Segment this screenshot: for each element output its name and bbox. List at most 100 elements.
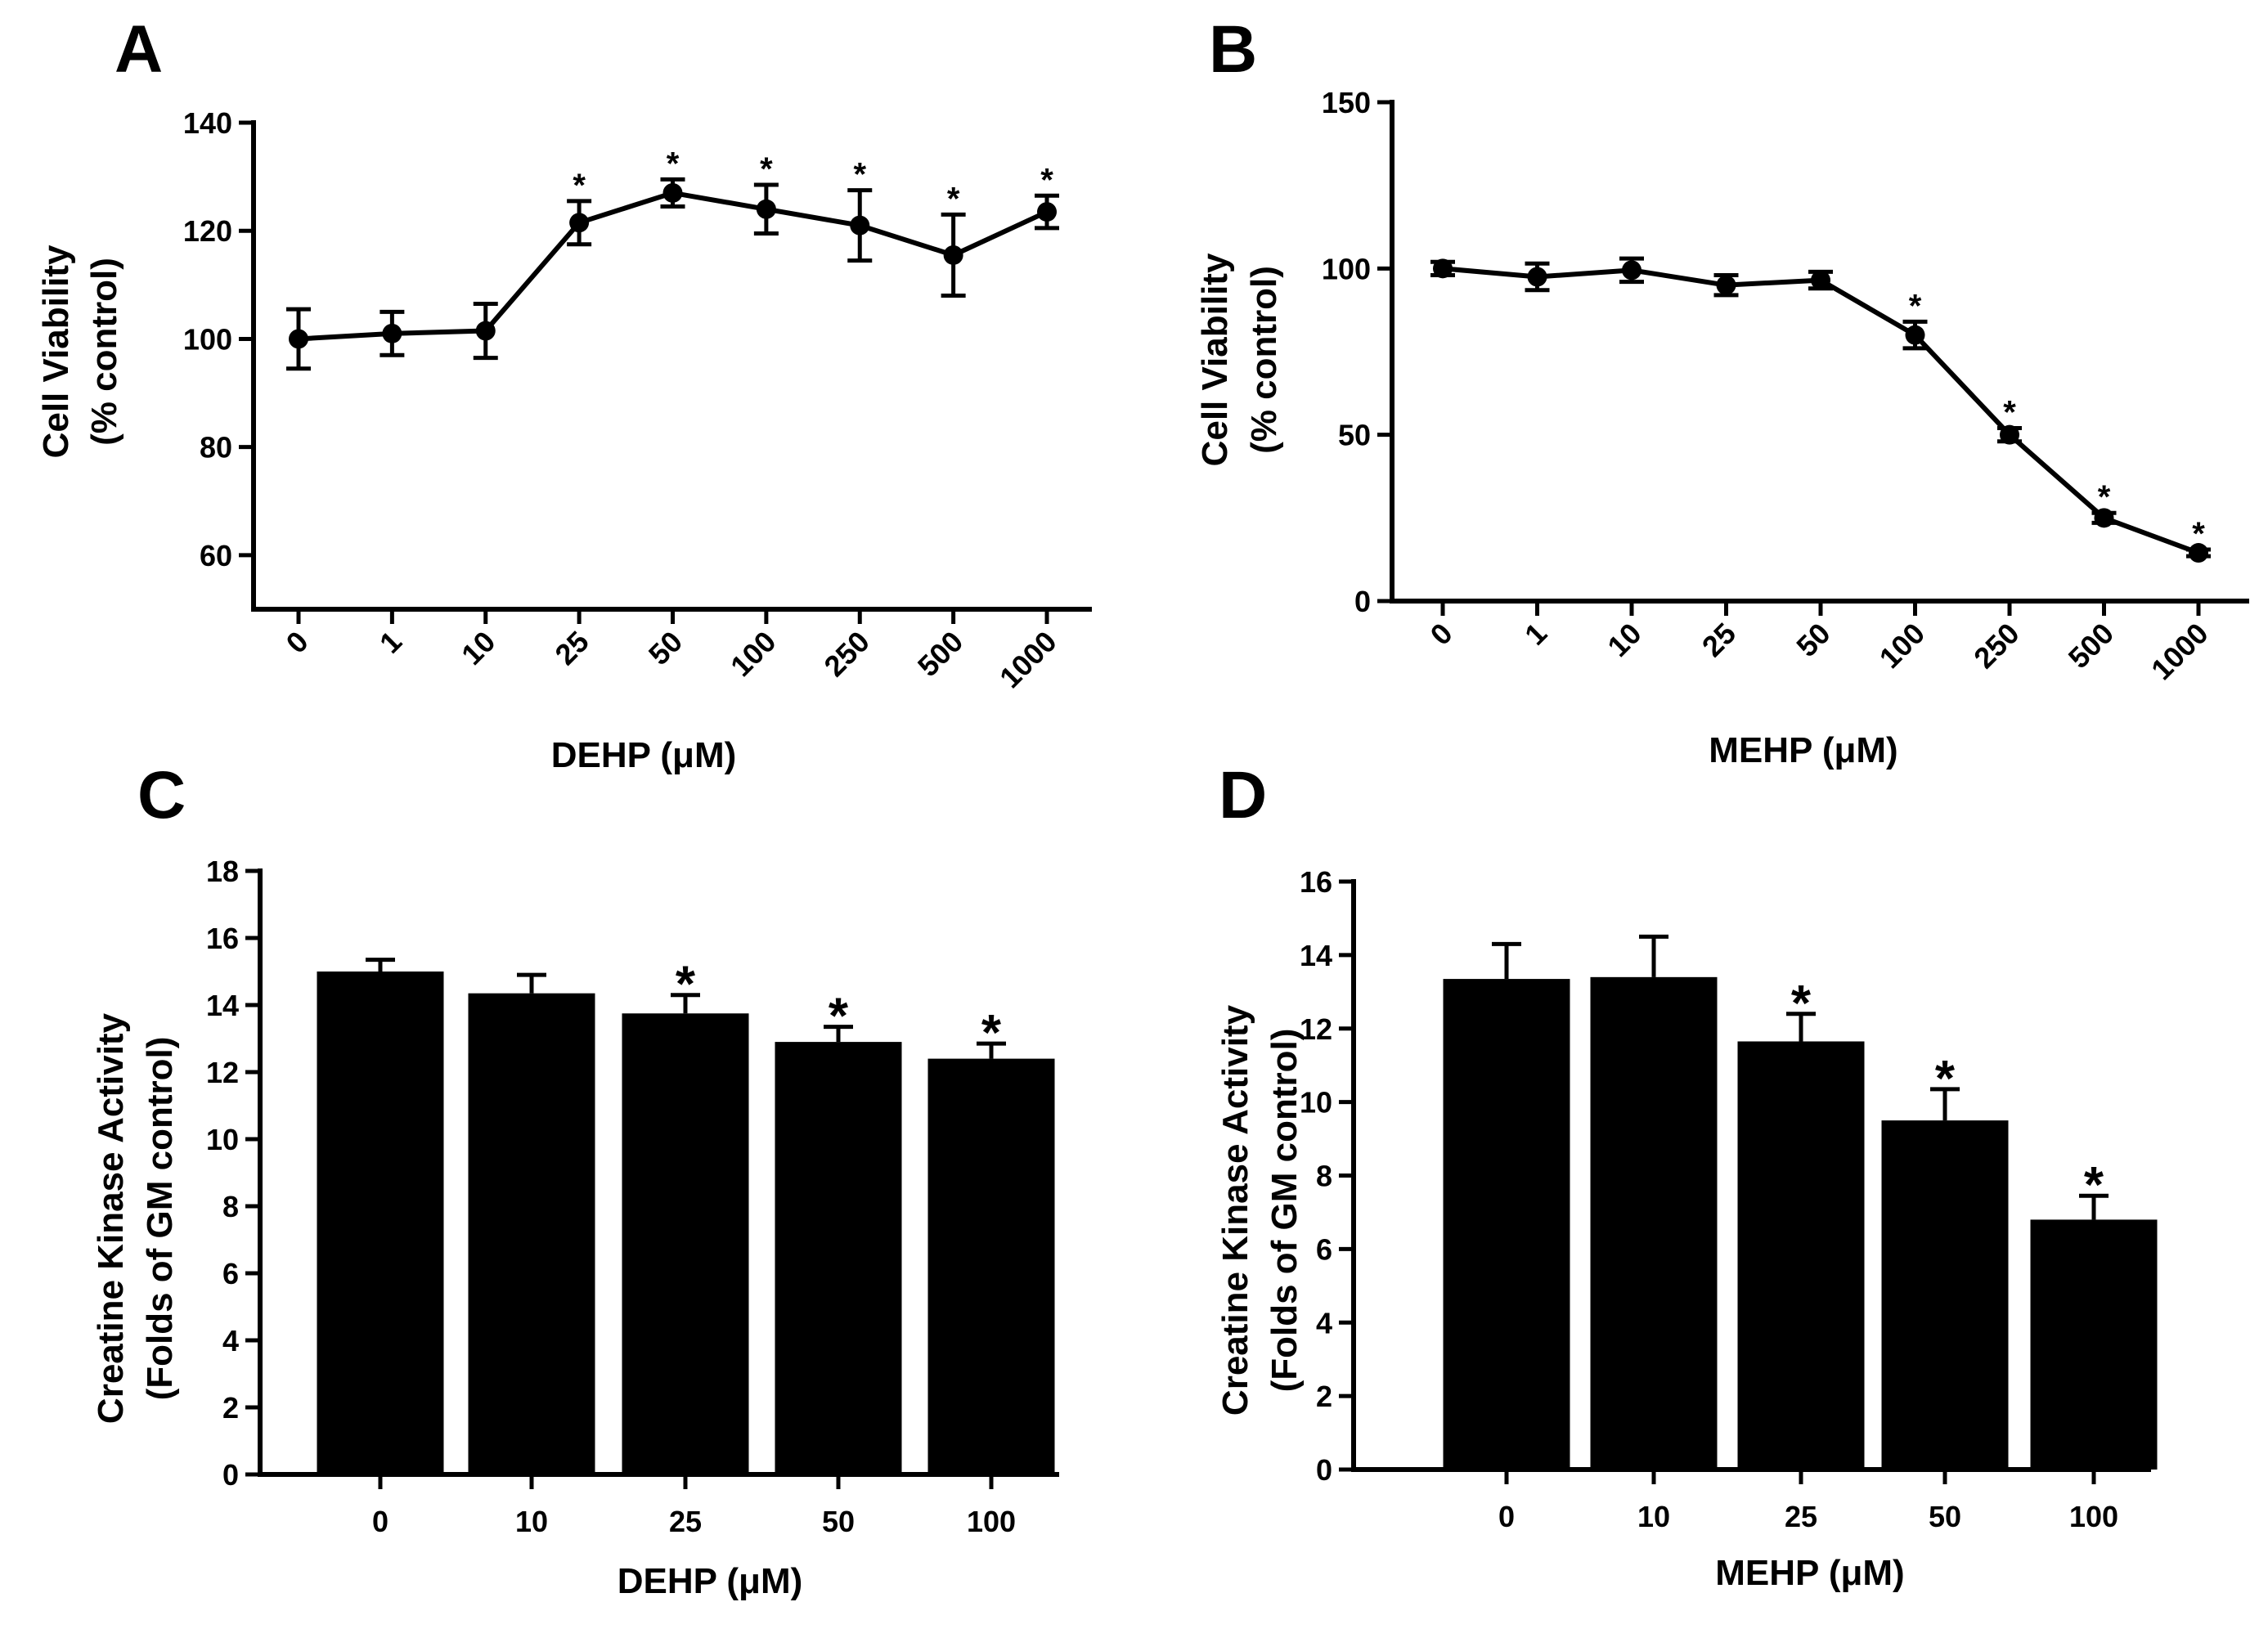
y-tick-label-c: 14 (206, 989, 239, 1022)
data-point-b (2094, 508, 2114, 528)
y-tick-label-a: 60 (200, 539, 232, 572)
x-axis-title-a: DEHP (μM) (551, 735, 737, 775)
x-tick-label-c: 50 (822, 1505, 855, 1538)
x-tick-label-a: 0 (280, 625, 315, 660)
y-axis-title-d: Creatine Kinase Activity (1215, 1004, 1255, 1416)
panel-letter-a: A (115, 12, 163, 87)
bar-c (927, 1058, 1055, 1474)
y-axis-subtitle-c: (Folds of GM control) (140, 1037, 180, 1401)
panel-letter-b: B (1209, 12, 1257, 87)
x-tick-label-a: 25 (548, 625, 595, 671)
significance-marker-a: * (667, 146, 680, 182)
x-tick-label-d: 100 (2069, 1500, 2118, 1533)
y-tick-label-a: 100 (183, 322, 232, 356)
x-tick-label-b: 1000 (2144, 617, 2215, 687)
significance-marker-c: * (981, 1005, 1002, 1061)
significance-marker-d: * (1935, 1051, 1956, 1107)
x-tick-label-a: 50 (642, 625, 689, 671)
panel-b: B Cell Viability (% control) MEHP (μM) 0… (1195, 12, 2249, 770)
data-point-a (943, 245, 963, 265)
data-point-a (569, 213, 590, 233)
data-point-a (382, 323, 402, 343)
x-tick-label-d: 0 (1498, 1500, 1515, 1533)
y-axis-subtitle-a: (% control) (84, 258, 124, 446)
panel-c: C Creatine Kinase Activity (Folds of GM … (91, 758, 1059, 1601)
y-axis-subtitle-d: (Folds of GM control) (1264, 1029, 1305, 1393)
x-tick-label-a: 100 (724, 625, 782, 683)
bar-c (622, 1013, 749, 1474)
y-tick-label-b: 100 (1322, 252, 1371, 285)
data-point-b (1905, 325, 1925, 345)
significance-marker-d: * (2084, 1157, 2104, 1214)
x-tick-label-c: 10 (515, 1505, 548, 1538)
panel-letter-d: D (1219, 758, 1267, 832)
y-tick-label-d: 4 (1316, 1306, 1332, 1340)
data-point-b (2000, 424, 2019, 445)
data-point-a (662, 182, 683, 203)
y-tick-label-c: 16 (206, 922, 239, 955)
significance-marker-a: * (573, 168, 586, 204)
y-tick-label-a: 80 (200, 431, 232, 464)
x-tick-label-b: 1 (1518, 617, 1553, 652)
x-tick-label-b: 0 (1424, 617, 1459, 652)
bar-c (775, 1042, 902, 1474)
x-tick-label-b: 500 (2062, 617, 2120, 675)
series-line-a (298, 190, 1049, 342)
y-tick-label-d: 8 (1316, 1160, 1332, 1193)
bar-d (1737, 1041, 1865, 1470)
y-tick-label-d: 2 (1316, 1380, 1332, 1413)
x-axis-title-d: MEHP (μM) (1715, 1553, 1904, 1593)
panel-d: D Creatine Kinase Activity (Folds of GM … (1215, 758, 2158, 1593)
y-tick-label-d: 16 (1300, 865, 1332, 899)
y-tick-label-d: 0 (1316, 1453, 1332, 1487)
y-tick-label-b: 50 (1338, 419, 1371, 452)
data-point-a (850, 215, 870, 236)
y-tick-label-c: 18 (206, 855, 239, 888)
data-point-a (756, 199, 776, 219)
x-tick-label-a: 1000 (993, 625, 1063, 695)
significance-marker-a: * (947, 181, 960, 217)
series-line-b (1442, 266, 2200, 555)
data-point-b (1716, 275, 1736, 295)
bar-d (1443, 979, 1570, 1470)
x-tick-label-b: 10 (1601, 617, 1647, 663)
data-point-b (1433, 258, 1453, 279)
bar-c (468, 993, 595, 1474)
significance-marker-c: * (676, 957, 696, 1013)
x-tick-label-b: 250 (1967, 617, 2025, 675)
y-axis-title-c: Creatine Kinase Activity (91, 1012, 131, 1424)
data-point-b (1622, 260, 1641, 280)
x-tick-label-a: 500 (911, 625, 969, 683)
x-axis-title-c: DEHP (μM) (618, 1561, 803, 1601)
x-tick-label-b: 100 (1873, 617, 1931, 675)
significance-marker-b: * (1909, 288, 1922, 324)
y-tick-label-c: 10 (206, 1123, 239, 1156)
x-tick-label-d: 25 (1785, 1500, 1817, 1533)
x-tick-label-b: 25 (1695, 617, 1742, 663)
y-axis-title-b: Cell Viability (1195, 253, 1235, 466)
y-tick-label-a: 140 (183, 106, 232, 140)
bar-d (1590, 976, 1718, 1470)
x-tick-label-d: 50 (1929, 1500, 1961, 1533)
panel-a: A Cell Viability (% control) DEHP (μM) 6… (36, 12, 1092, 775)
significance-marker-d: * (1791, 976, 1812, 1032)
y-tick-label-c: 8 (222, 1190, 239, 1223)
panel-letter-c: C (137, 758, 186, 832)
y-tick-label-c: 2 (222, 1391, 239, 1425)
y-tick-label-c: 6 (222, 1257, 239, 1290)
y-axis-title-a: Cell Viability (36, 245, 76, 458)
significance-marker-a: * (1040, 162, 1053, 198)
y-tick-label-b: 0 (1354, 585, 1371, 618)
significance-marker-c: * (829, 989, 849, 1045)
significance-marker-b: * (2098, 479, 2111, 515)
significance-marker-a: * (853, 157, 866, 193)
significance-marker-a: * (760, 151, 773, 187)
bar-d (2030, 1219, 2158, 1470)
y-tick-label-c: 4 (222, 1324, 239, 1358)
data-point-b (2189, 543, 2208, 563)
significance-marker-b: * (2192, 516, 2205, 552)
data-point-a (289, 329, 308, 349)
x-tick-label-c: 25 (669, 1505, 702, 1538)
y-tick-label-b: 150 (1322, 86, 1371, 119)
x-tick-label-a: 250 (817, 625, 875, 683)
